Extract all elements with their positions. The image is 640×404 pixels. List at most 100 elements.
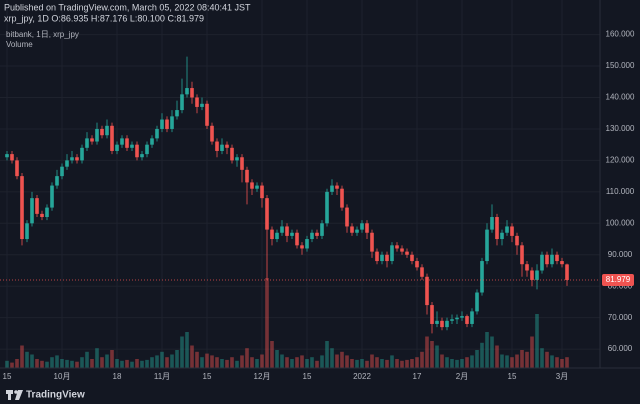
candle-body <box>250 182 254 189</box>
candle-body <box>275 232 279 240</box>
grid <box>0 0 600 368</box>
candle-body <box>130 144 134 148</box>
volume-bar <box>115 359 119 368</box>
volume-bar <box>145 359 149 368</box>
volume-bar <box>125 359 129 368</box>
volume-bar <box>565 357 569 368</box>
volume-bar <box>545 351 549 368</box>
volume-bar <box>205 353 209 368</box>
volume-bar <box>430 341 434 368</box>
volume-bar <box>255 359 259 368</box>
candle-body <box>235 157 239 161</box>
candle-body <box>240 157 244 170</box>
volume-bar <box>300 355 304 368</box>
x-tick-label: 11月 <box>154 372 170 381</box>
candle-body <box>180 94 184 111</box>
volume-bar <box>370 354 374 368</box>
candle-body <box>105 125 109 136</box>
volume-bar <box>330 348 334 368</box>
volume-bar <box>195 351 199 368</box>
volume-bar <box>105 354 109 368</box>
symbol-line: xrp_jpy, 1D O:86.935 H:87.176 L:80.100 C… <box>4 13 204 23</box>
candle-body <box>25 223 29 240</box>
candle-body <box>80 147 84 161</box>
volume-bar <box>270 341 274 368</box>
candle-body <box>515 235 519 246</box>
candle-body <box>335 185 339 189</box>
x-tick-label: 12月 <box>254 372 271 381</box>
candle-body <box>245 169 249 183</box>
candle-body <box>35 198 39 214</box>
volume-bar <box>95 348 99 368</box>
candle-body <box>295 232 299 246</box>
candle-body <box>475 292 479 312</box>
candle-body <box>330 185 334 192</box>
candle-body <box>350 226 354 233</box>
candle-body <box>500 232 504 240</box>
x-tick-label: 15 <box>3 372 12 381</box>
last-price-label: 81.979 <box>606 275 631 284</box>
volume-bar <box>365 360 369 368</box>
candle-body <box>300 245 304 249</box>
volume-bar <box>55 355 59 368</box>
candle-body <box>395 245 399 249</box>
volume-bar <box>10 362 14 368</box>
volume-bar <box>175 350 179 368</box>
candles <box>5 56 569 334</box>
volume-bar <box>190 345 194 368</box>
candle-body <box>530 270 534 280</box>
volume-bar <box>310 357 314 368</box>
candle-body <box>460 316 464 318</box>
x-tick-label: 10月 <box>54 372 71 381</box>
volume-bar <box>185 332 189 368</box>
volume-bar <box>530 336 534 368</box>
volume-bar <box>420 351 424 368</box>
candle-body <box>160 119 164 129</box>
volume-bar <box>70 360 74 368</box>
volume-bar <box>410 359 414 368</box>
candle-body <box>60 166 64 177</box>
footer <box>0 386 640 404</box>
candle-body <box>310 232 314 240</box>
volume-bar <box>335 354 339 368</box>
y-tick-label: 140.000 <box>606 93 635 102</box>
candle-body <box>155 128 159 139</box>
volume-bar <box>155 355 159 368</box>
candle-body <box>120 138 124 145</box>
volume-bar <box>165 357 169 368</box>
volume-bar <box>540 348 544 368</box>
candle-body <box>470 311 474 324</box>
volume-bar <box>520 350 524 368</box>
x-tick-label: 2022 <box>353 372 371 381</box>
x-tick-label: 15 <box>508 372 517 381</box>
published: Published on TradingView.com, March 05, … <box>4 2 251 12</box>
volume-bar <box>490 336 494 368</box>
volume-bar <box>550 355 554 368</box>
x-tick-label: 17 <box>413 372 422 381</box>
volume-bar <box>230 357 234 368</box>
volume-bar <box>250 357 254 368</box>
candle-body <box>340 188 344 208</box>
candle-body <box>480 261 484 293</box>
candle-body <box>70 157 74 161</box>
volume-bar <box>45 361 49 368</box>
candle-body <box>270 229 274 240</box>
candle-body <box>405 251 409 255</box>
x-tick-label: 2月 <box>456 372 468 381</box>
volume-bar <box>120 360 124 368</box>
candle-body <box>95 128 99 142</box>
candle-body <box>205 103 209 126</box>
candle-body <box>165 119 169 129</box>
candle-body <box>385 254 389 262</box>
volume-bar <box>445 357 449 368</box>
volume-bar <box>395 359 399 368</box>
volume-bar <box>15 359 19 368</box>
candle-body <box>220 144 224 151</box>
volume-bar <box>235 360 239 368</box>
candle-body <box>90 138 94 142</box>
volume-bar <box>340 351 344 368</box>
volume-bar <box>500 354 504 368</box>
volume-bar <box>315 360 319 368</box>
candle-body <box>125 138 129 148</box>
